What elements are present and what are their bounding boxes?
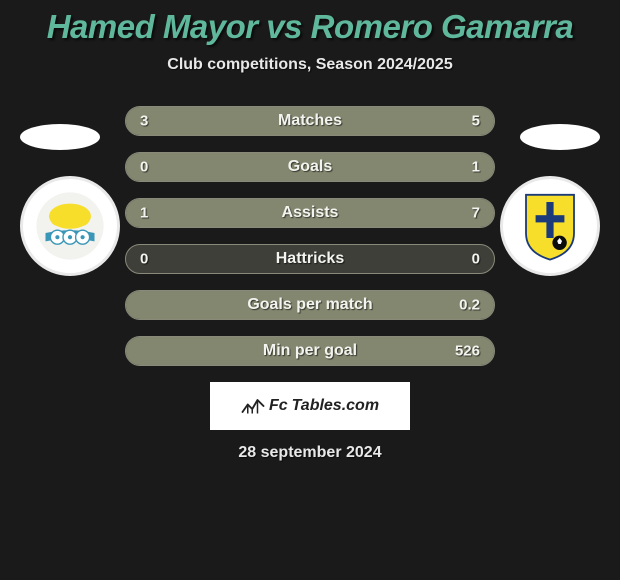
stat-row: Goals per match0.2 xyxy=(125,290,495,320)
stat-value-right: 0 xyxy=(472,251,480,268)
stat-row: Assists1 7 xyxy=(125,198,495,228)
club-badge-left xyxy=(20,176,120,276)
stat-row: Min per goal526 xyxy=(125,336,495,366)
branding-box: FcTables.com xyxy=(210,382,410,430)
stat-value-left: 0 xyxy=(140,159,148,176)
club-crest-left-icon xyxy=(35,191,105,261)
chart-icon xyxy=(241,396,265,416)
stat-value-right: 526 xyxy=(455,343,480,360)
stat-value-right: 0.2 xyxy=(459,297,480,314)
stat-value-left: 0 xyxy=(140,251,148,268)
stat-row: Hattricks0 0 xyxy=(125,244,495,274)
player-left-placeholder xyxy=(20,124,100,150)
stat-label: Min per goal xyxy=(126,342,494,360)
stat-value-right: 1 xyxy=(472,159,480,176)
club-crest-right-icon xyxy=(520,190,580,262)
stat-label: Assists xyxy=(126,204,494,222)
player-right-placeholder xyxy=(520,124,600,150)
brand-tables-text: Tables.com xyxy=(292,397,379,415)
club-badge-right xyxy=(500,176,600,276)
stat-label: Goals per match xyxy=(126,296,494,314)
stat-row: Matches3 5 xyxy=(125,106,495,136)
stat-row: Goals0 1 xyxy=(125,152,495,182)
page-title: Hamed Mayor vs Romero Gamarra xyxy=(0,8,620,46)
stat-label: Goals xyxy=(126,158,494,176)
subtitle: Club competitions, Season 2024/2025 xyxy=(0,56,620,74)
stat-label: Matches xyxy=(126,112,494,130)
stat-value-right: 7 xyxy=(472,205,480,222)
brand-fc-text: Fc xyxy=(269,397,288,415)
stat-value-right: 5 xyxy=(472,113,480,130)
date-text: 28 september 2024 xyxy=(0,444,620,462)
stat-label: Hattricks xyxy=(126,250,494,268)
stat-value-left: 1 xyxy=(140,205,148,222)
stat-value-left: 3 xyxy=(140,113,148,130)
stats-container: Matches35Goals01Assists17Hattricks00Goal… xyxy=(125,106,495,366)
